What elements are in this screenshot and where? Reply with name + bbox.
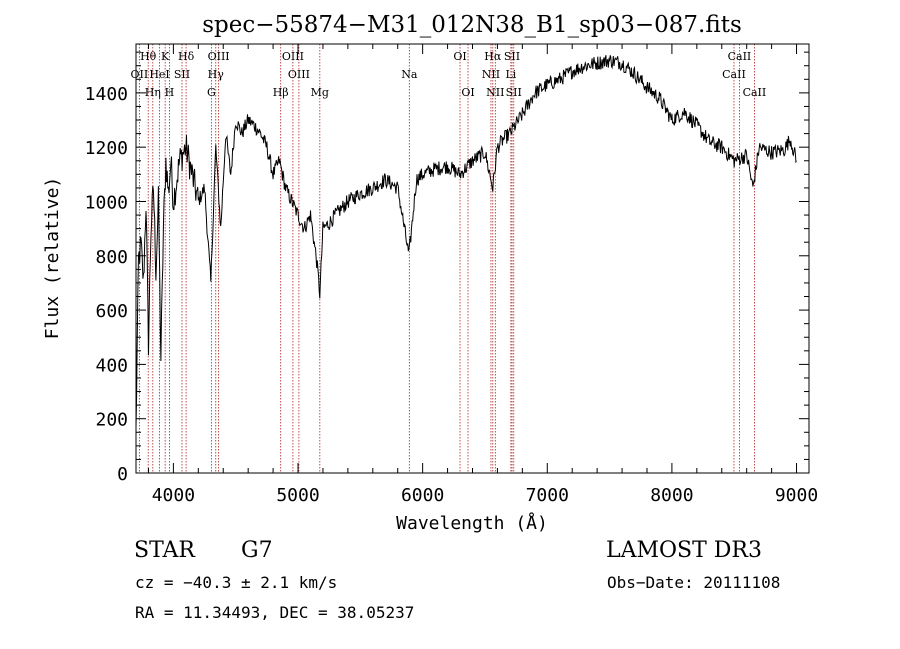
- plot-frame: [135, 43, 810, 474]
- line-label-17: CaII: [722, 68, 746, 81]
- line-label-5: OI: [453, 50, 466, 63]
- line-label-13: OIII: [288, 68, 310, 81]
- x-tick-label-7000: 7000: [526, 485, 569, 506]
- x-tick-label-4000: 4000: [152, 485, 195, 506]
- line-label-12: Hγ: [208, 68, 225, 81]
- y-tick-label-1400: 1400: [85, 84, 128, 105]
- line-label-11: SII: [174, 68, 190, 81]
- line-label-22: Mg: [311, 86, 329, 99]
- y-tick-label-0: 0: [117, 464, 128, 485]
- line-label-18: Hη: [145, 86, 161, 99]
- survey-name: LAMOST DR3: [606, 538, 762, 563]
- line-label-24: NII: [486, 86, 504, 99]
- line-label-25: SII: [506, 86, 522, 99]
- y-tick-label-1200: 1200: [85, 138, 128, 159]
- line-label-21: Hβ: [273, 86, 289, 99]
- x-tick-label-5000: 5000: [276, 485, 319, 506]
- line-label-4: OIII: [282, 50, 304, 63]
- object-class: STAR: [134, 538, 195, 563]
- y-axis: 0 200 400 600 800 1000 1200 1400: [85, 51, 809, 485]
- line-label-16: Li: [505, 68, 516, 81]
- line-label-23: OI: [461, 86, 474, 99]
- line-label-6: Hα: [484, 50, 502, 63]
- line-label-9: OII: [131, 68, 149, 81]
- line-label-26: CaII: [743, 86, 767, 99]
- x-tick-label-8000: 8000: [650, 485, 693, 506]
- x-tick-label-9000: 9000: [775, 485, 818, 506]
- y-tick-label-800: 800: [95, 247, 128, 268]
- line-label-19: H: [165, 86, 175, 99]
- line-label-1: K: [161, 50, 170, 63]
- object-subclass: G7: [241, 538, 273, 563]
- x-tick-label-6000: 6000: [401, 485, 444, 506]
- line-label-0: Hθ: [140, 50, 157, 63]
- line-label-8: CaII: [728, 50, 752, 63]
- line-label-7: SII: [504, 50, 520, 63]
- chart-title: spec−55874−M31_012N38_B1_sp03−087.fits: [202, 12, 742, 38]
- line-label-14: Na: [401, 68, 418, 81]
- line-label-3: OIII: [208, 50, 230, 63]
- observation-date: Obs−Date: 20111108: [607, 573, 781, 592]
- line-label-10: HeI: [149, 68, 169, 81]
- spectrum-line: [135, 55, 797, 428]
- line-label-15: NII: [482, 68, 500, 81]
- y-tick-label-400: 400: [95, 355, 128, 376]
- line-label-2: Hδ: [178, 50, 195, 63]
- x-axis: 4000 5000 6000 7000 8000 9000: [147, 44, 818, 506]
- y-tick-label-600: 600: [95, 301, 128, 322]
- x-axis-label: Wavelength (Å): [396, 512, 548, 534]
- coordinates-readout: RA = 11.34493, DEC = 38.05237: [135, 603, 415, 622]
- y-tick-label-1000: 1000: [85, 192, 128, 213]
- y-axis-label: Flux (relative): [42, 177, 63, 340]
- line-label-20: G: [207, 86, 216, 99]
- redshift-readout: cz = −40.3 ± 2.1 km/s: [135, 573, 338, 592]
- y-tick-label-200: 200: [95, 410, 128, 431]
